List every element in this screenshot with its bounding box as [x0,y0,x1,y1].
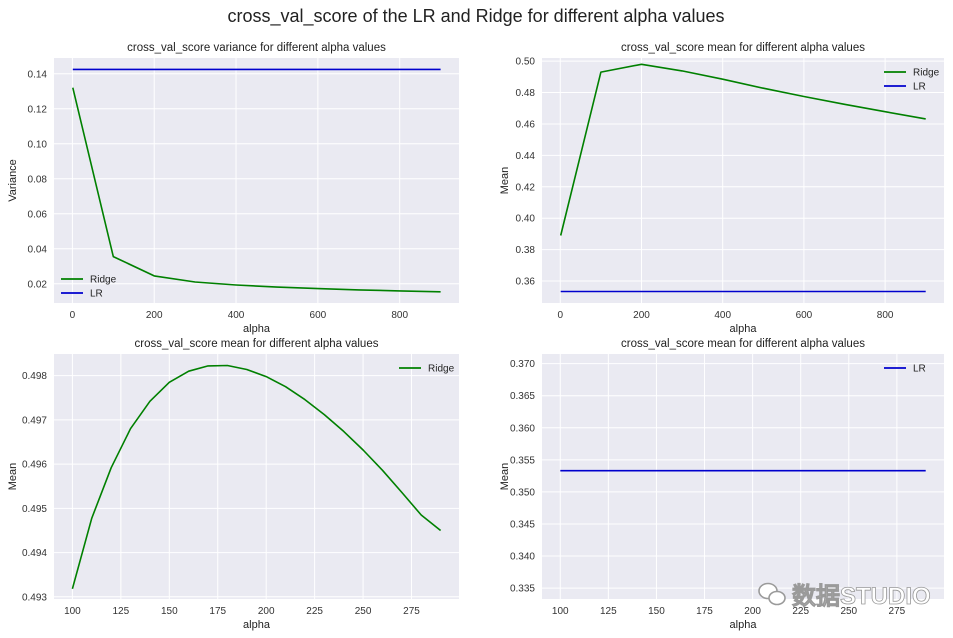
x-tick-label: 600 [310,310,327,321]
legend-label: Ridge [90,275,117,286]
y-tick-label: 0.496 [22,460,47,471]
series-line-ridge [72,87,441,293]
y-tick-label: 0.40 [516,214,536,225]
x-tick-label: 400 [714,310,731,321]
legend: Ridge LR [61,275,117,300]
chart-title: cross_val_score variance for different a… [127,42,386,54]
x-tick-label: 100 [64,606,81,617]
x-axis-label: alpha [730,619,758,631]
y-tick-label: 0.04 [28,244,48,255]
x-axis-label: alpha [243,619,271,631]
x-tick-label: 250 [840,606,857,617]
x-tick-label: 275 [889,606,906,617]
chart-panel-2: 0 200 400 600 800 0.36 0.38 0.40 0.42 0.44 0.46 0.4… [499,42,944,335]
x-axis-label: alpha [243,323,271,335]
y-tick-label: 0.340 [510,552,535,563]
x-axis-label: alpha [730,323,758,335]
x-tick-label: 200 [633,310,650,321]
y-tick-label: 0.335 [510,584,535,595]
legend-label: LR [90,289,103,300]
y-tick-label: 0.494 [22,548,47,559]
x-tick-label: 0 [70,310,76,321]
x-tick-label: 175 [209,606,226,617]
x-tick-label: 200 [258,606,275,617]
y-tick-label: 0.365 [510,391,535,402]
x-tick-label: 250 [355,606,372,617]
x-tick-label: 150 [161,606,178,617]
chart-panel-1: 0 200 400 600 800 0.02 0.04 0.06 0.08 0.10 0.12 0.1… [7,42,459,335]
y-tick-label: 0.497 [22,415,47,426]
watermark: 数据STUDIO [758,582,931,610]
chart-panel-3: 100 125 150 175 200 225 250 275 0.493 0.494 0.495 0… [7,338,459,631]
series-line-ridge [559,63,926,236]
y-tick-label: 0.355 [510,455,535,466]
y-tick-label: 0.44 [516,151,536,162]
series-line-ridge [71,364,442,590]
y-tick-label: 0.46 [516,119,536,130]
y-tick-label: 0.360 [510,423,535,434]
x-tick-label: 175 [696,606,713,617]
y-axis-label: Mean [7,463,19,491]
x-tick-label: 200 [146,310,163,321]
wechat-icon [758,582,786,606]
x-tick-label: 275 [403,606,420,617]
chart-title: cross_val_score mean for different alpha… [621,338,865,350]
y-tick-label: 0.06 [28,209,48,220]
y-tick-label: 0.10 [28,139,48,150]
x-tick-label: 225 [792,606,809,617]
legend-label: Ridge [913,68,940,79]
x-tick-label: 100 [552,606,569,617]
x-tick-label: 800 [391,310,408,321]
legend-label: Ridge [428,364,455,375]
legend: Ridge [399,364,455,375]
x-tick-label: 125 [600,606,617,617]
legend-label: LR [913,82,926,93]
x-tick-label: 125 [113,606,130,617]
y-tick-label: 0.48 [516,88,536,99]
chart-panel-4: 100 125 150 175 200 225 250 275 0.335 0.340 0.345 0… [499,338,944,631]
x-tick-label: 225 [306,606,323,617]
y-tick-label: 0.345 [510,519,535,530]
y-tick-label: 0.12 [28,104,48,115]
x-tick-label: 800 [877,310,894,321]
plot-area [542,354,944,599]
y-tick-label: 0.08 [28,174,48,185]
legend: Ridge LR [884,68,940,93]
y-tick-label: 0.370 [510,359,535,370]
plot-area [542,58,944,303]
x-tick-label: 200 [744,606,761,617]
y-axis-label: Mean [499,463,511,491]
plot-area [54,354,459,599]
plot-area [54,58,459,303]
y-tick-label: 0.493 [22,592,47,603]
y-tick-label: 0.02 [28,279,48,290]
figure-title: cross_val_score of the LR and Ridge for … [228,6,725,27]
chart-title: cross_val_score mean for different alpha… [621,42,865,54]
x-tick-label: 0 [557,310,563,321]
y-tick-label: 0.495 [22,504,47,515]
y-tick-label: 0.36 [516,277,536,288]
watermark-text: 数据STUDIO [792,583,931,610]
x-tick-label: 600 [796,310,813,321]
y-axis-label: Mean [499,167,511,195]
y-tick-label: 0.14 [28,69,48,80]
chart-title: cross_val_score mean for different alpha… [135,338,379,350]
legend: LR [884,364,926,375]
y-tick-label: 0.38 [516,245,536,256]
y-tick-label: 0.50 [516,57,536,68]
y-tick-label: 0.498 [22,371,47,382]
x-tick-label: 150 [648,606,665,617]
y-axis-label: Variance [7,159,19,202]
y-tick-label: 0.42 [516,182,536,193]
x-tick-label: 400 [228,310,245,321]
legend-label: LR [913,364,926,375]
y-tick-label: 0.350 [510,487,535,498]
